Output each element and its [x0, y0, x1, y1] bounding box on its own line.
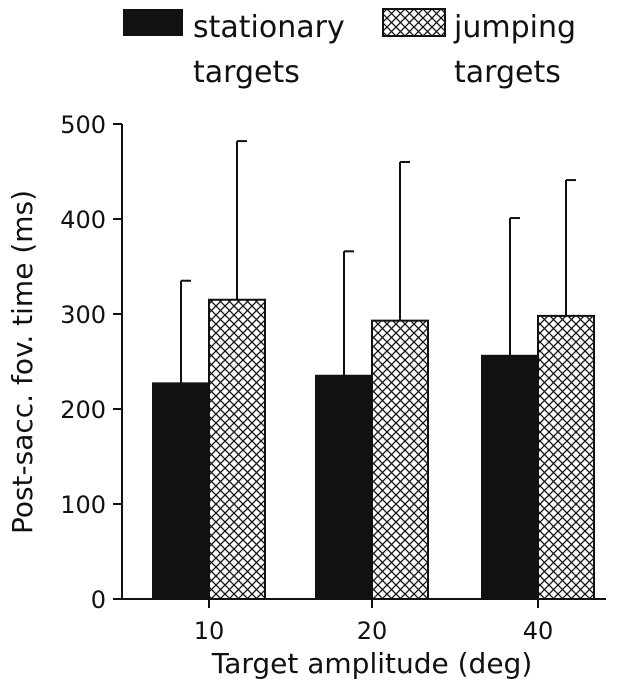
legend-swatch-jumping: [382, 8, 446, 37]
legend: stationary targets jumping targets: [123, 8, 576, 90]
y-axis-label: Post-sacc. fov. time (ms): [6, 190, 39, 534]
y-tick-label: 500: [60, 111, 106, 139]
x-axis-label: Target amplitude (deg): [211, 647, 533, 680]
bar-stationary-10: [152, 382, 210, 600]
y-tick-label: 200: [60, 396, 106, 424]
legend-swatch-stationary: [123, 9, 183, 36]
y-tick-label: 0: [91, 586, 106, 614]
bar-jumping-10: [208, 298, 266, 600]
bar-jumping-20: [371, 319, 429, 600]
x-tick-label: 20: [357, 617, 388, 645]
y-tick-label: 100: [60, 491, 106, 519]
legend-label-jumping-line2: targets: [454, 55, 561, 90]
y-tick-label: 400: [60, 206, 106, 234]
x-ticks: 10 20 40: [194, 599, 554, 645]
y-ticks: 0 100 200 300 400 500: [60, 111, 122, 614]
bar-stationary-40: [481, 354, 539, 600]
legend-label-stationary-line1: stationary: [193, 10, 345, 45]
bars: [152, 140, 595, 600]
x-tick-label: 40: [523, 617, 554, 645]
bar-jumping-40: [537, 314, 595, 600]
bar-stationary-20: [315, 374, 373, 600]
y-tick-label: 300: [60, 301, 106, 329]
x-tick-label: 10: [194, 617, 225, 645]
legend-label-stationary-line2: targets: [193, 55, 300, 90]
legend-label-jumping-line1: jumping: [453, 10, 576, 45]
